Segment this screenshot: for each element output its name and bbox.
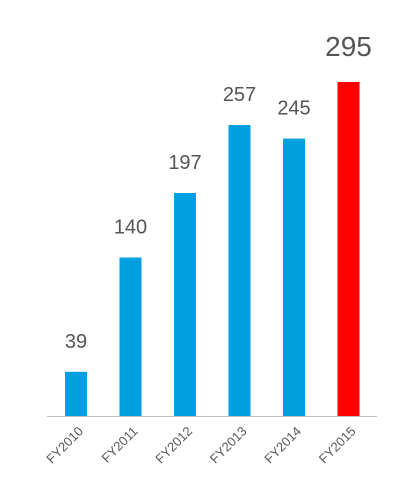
bar-fy2012: [174, 193, 196, 416]
value-labels-group: 39 140 197 257 245 295: [65, 31, 372, 353]
value-label-fy2014: 245: [277, 98, 310, 120]
x-tick-label-fy2015: FY2015: [316, 424, 359, 467]
bar-fy2011: [119, 257, 142, 416]
value-label-fy2011: 140: [114, 217, 147, 239]
x-tick-label-fy2013: FY2013: [207, 424, 250, 467]
x-tick-label-fy2012: FY2012: [152, 424, 195, 467]
x-tick-labels-group: FY2010 FY2011 FY2012 FY2013 FY2014 FY2015: [43, 424, 358, 467]
bars-group: [65, 82, 360, 416]
x-tick-label-fy2014: FY2014: [261, 424, 304, 467]
x-tick-label-fy2010: FY2010: [43, 424, 86, 467]
value-label-fy2010: 39: [65, 331, 87, 353]
bar-fy2013: [228, 125, 251, 416]
bar-fy2015: [337, 82, 360, 416]
value-label-fy2013: 257: [223, 84, 256, 106]
value-label-fy2012: 197: [168, 152, 201, 174]
bar-fy2010: [65, 371, 87, 416]
value-label-fy2015: 295: [325, 31, 372, 62]
x-tick-label-fy2011: FY2011: [98, 424, 140, 466]
bar-fy2014: [283, 138, 305, 416]
